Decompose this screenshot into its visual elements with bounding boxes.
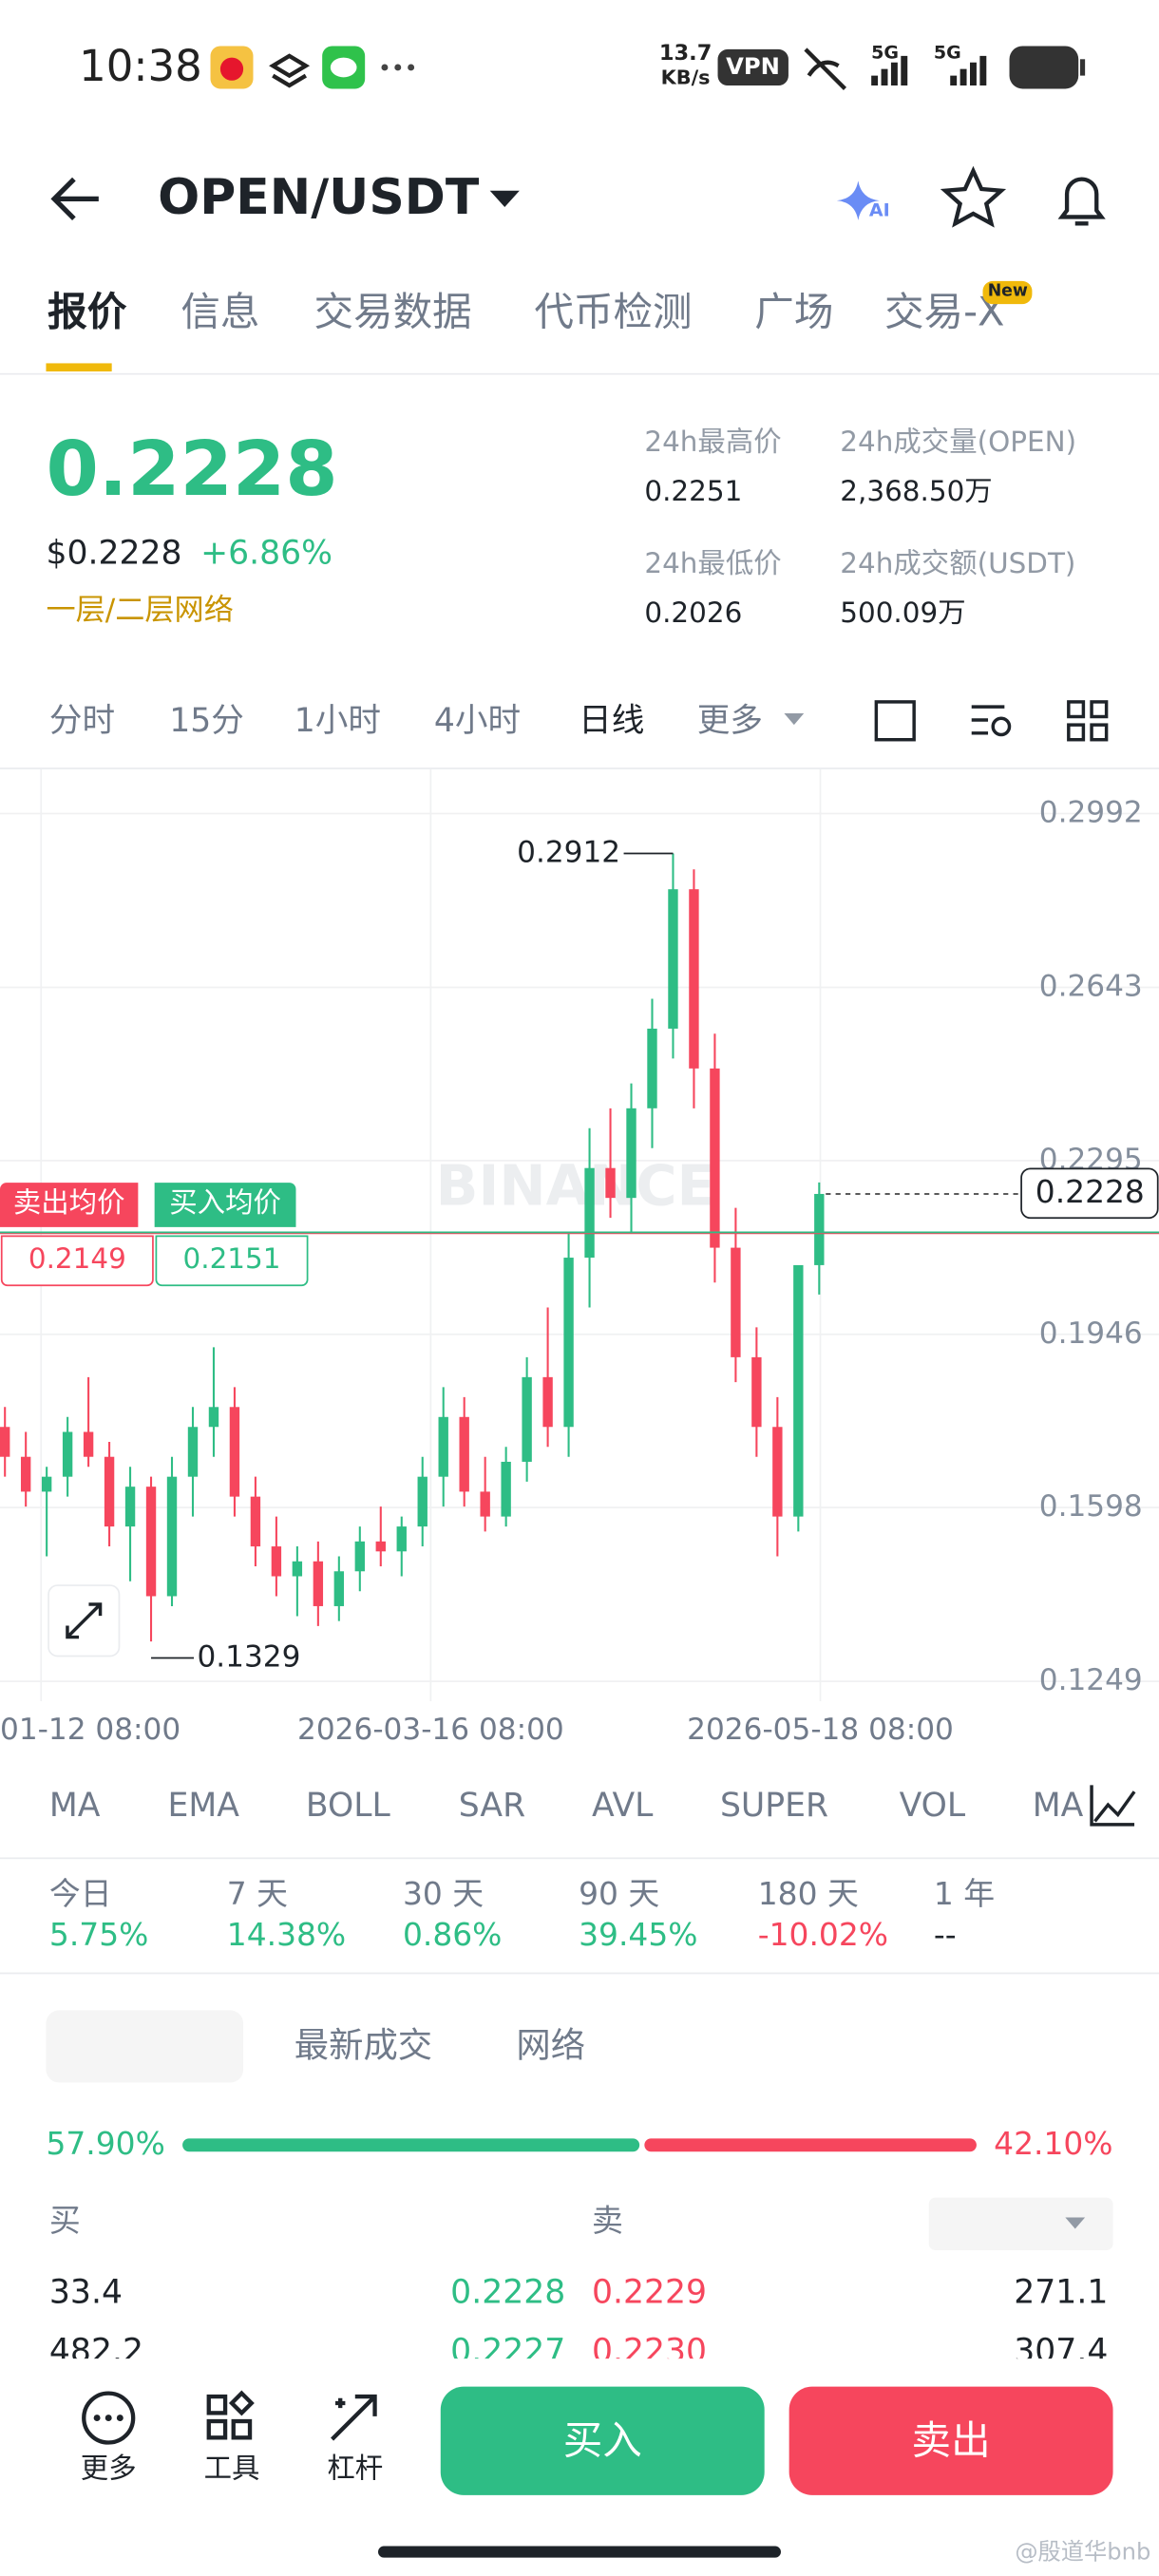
speed: 13.7 — [658, 42, 712, 67]
indicator: VOL — [899, 1785, 966, 1825]
x-tick-label: 2026-03-16 08:00 — [297, 1713, 564, 1748]
x-tick-label: 2026-05-18 08:00 — [687, 1713, 954, 1748]
tab-badge: New — [982, 280, 1034, 305]
ask-amount: 271.1 — [1014, 2271, 1109, 2312]
book-buy-header: 买 — [48, 2203, 81, 2240]
bid-price: 0.2228 — [450, 2271, 566, 2312]
tool-label: 杠杆 — [327, 2453, 384, 2487]
period-value: -10.02% — [757, 1917, 889, 1954]
buy-avg-value: 0.2151 — [155, 1235, 309, 1287]
stat-label: 24h最低价 — [644, 548, 782, 581]
tool-label: 更多 — [80, 2453, 137, 2487]
ask-price: 0.2229 — [591, 2271, 708, 2312]
interval: 更多 — [696, 700, 763, 740]
indicator: SAR — [458, 1785, 526, 1825]
tool-label: 工具 — [203, 2453, 260, 2487]
last-price: 0.2228 — [1020, 1168, 1159, 1220]
indicator: MA — [48, 1785, 101, 1825]
interval: 4小时 — [433, 700, 522, 740]
stat-label: 24h最高价 — [644, 426, 782, 460]
sell-avg-value: 0.2149 — [0, 1235, 154, 1287]
sell-button[interactable]: 卖出 — [788, 2386, 1113, 2495]
tab: 交易数据 — [314, 289, 472, 336]
indicator: SUPER — [719, 1785, 829, 1825]
price: 0.2228 — [46, 424, 338, 513]
period-value: 39.45% — [579, 1917, 698, 1954]
stat-label: 24h成交量(OPEN) — [840, 426, 1077, 460]
stat-value: 500.09万 — [840, 597, 966, 631]
status-time: 10:38 — [79, 42, 202, 92]
period-label: 90 天 — [579, 1876, 660, 1913]
expand-button[interactable] — [48, 1584, 121, 1657]
interval: 分时 — [48, 700, 116, 740]
period-label: 30 天 — [402, 1876, 484, 1913]
stat-value: 2,368.50万 — [840, 475, 993, 509]
interval: 日线 — [579, 700, 645, 740]
net: 5G — [871, 42, 900, 64]
usd-price: $0.2228 — [46, 532, 182, 573]
sell-avg-name: 卖出均价 — [0, 1183, 139, 1228]
sell-ratio: 42.10% — [994, 2126, 1113, 2163]
ai-badge: AI — [868, 199, 890, 221]
indicator: MA — [1032, 1785, 1084, 1825]
period-label: 7 天 — [226, 1876, 289, 1913]
stat-value: 0.2251 — [644, 475, 743, 509]
x-tick-label: 01-12 08:00 — [0, 1713, 181, 1748]
order-tab: 最新成交 — [294, 2025, 433, 2066]
indicator: BOLL — [305, 1785, 390, 1825]
buy-button[interactable]: 买入 — [440, 2386, 765, 2495]
tab: 代币检测 — [534, 289, 693, 336]
tab: 广场 — [754, 289, 834, 336]
buy-ratio-bar — [182, 2138, 640, 2152]
period-label: 1 年 — [933, 1876, 996, 1913]
expand-icon — [66, 1602, 103, 1639]
tab: 报价 — [48, 289, 127, 336]
indicator: AVL — [591, 1785, 654, 1825]
period-value: 14.38% — [226, 1917, 347, 1954]
buy-ratio: 57.90% — [46, 2126, 165, 2163]
change: +6.86% — [200, 532, 333, 573]
sell-ratio-bar — [644, 2138, 977, 2152]
stat-label: 24h成交额(USDT) — [840, 548, 1076, 581]
period-label: 今日 — [48, 1876, 112, 1913]
speed-unit: KB/s — [660, 66, 711, 89]
period-value: 5.75% — [48, 1917, 149, 1954]
tag: 一层/二层网络 — [46, 593, 234, 629]
bid-amount: 33.4 — [48, 2271, 123, 2312]
period-value: 0.86% — [402, 1917, 503, 1954]
interval: 1小时 — [294, 700, 382, 740]
period-label: 180 天 — [757, 1876, 859, 1913]
stat-value: 0.2026 — [644, 597, 743, 631]
period-value: -- — [933, 1917, 957, 1954]
pair: OPEN/USDT — [158, 169, 480, 227]
tab: 信息 — [180, 289, 260, 336]
vpn: VPN — [717, 48, 788, 85]
net: 5G — [933, 42, 961, 64]
interval: 15分 — [169, 700, 244, 740]
buy-avg-name: 买入均价 — [154, 1183, 296, 1228]
watermark: @殷道华bnb — [1015, 2539, 1151, 2567]
indicator: EMA — [167, 1785, 239, 1825]
book-sell-header: 卖 — [591, 2203, 623, 2240]
order-tab: 网络 — [516, 2025, 586, 2066]
